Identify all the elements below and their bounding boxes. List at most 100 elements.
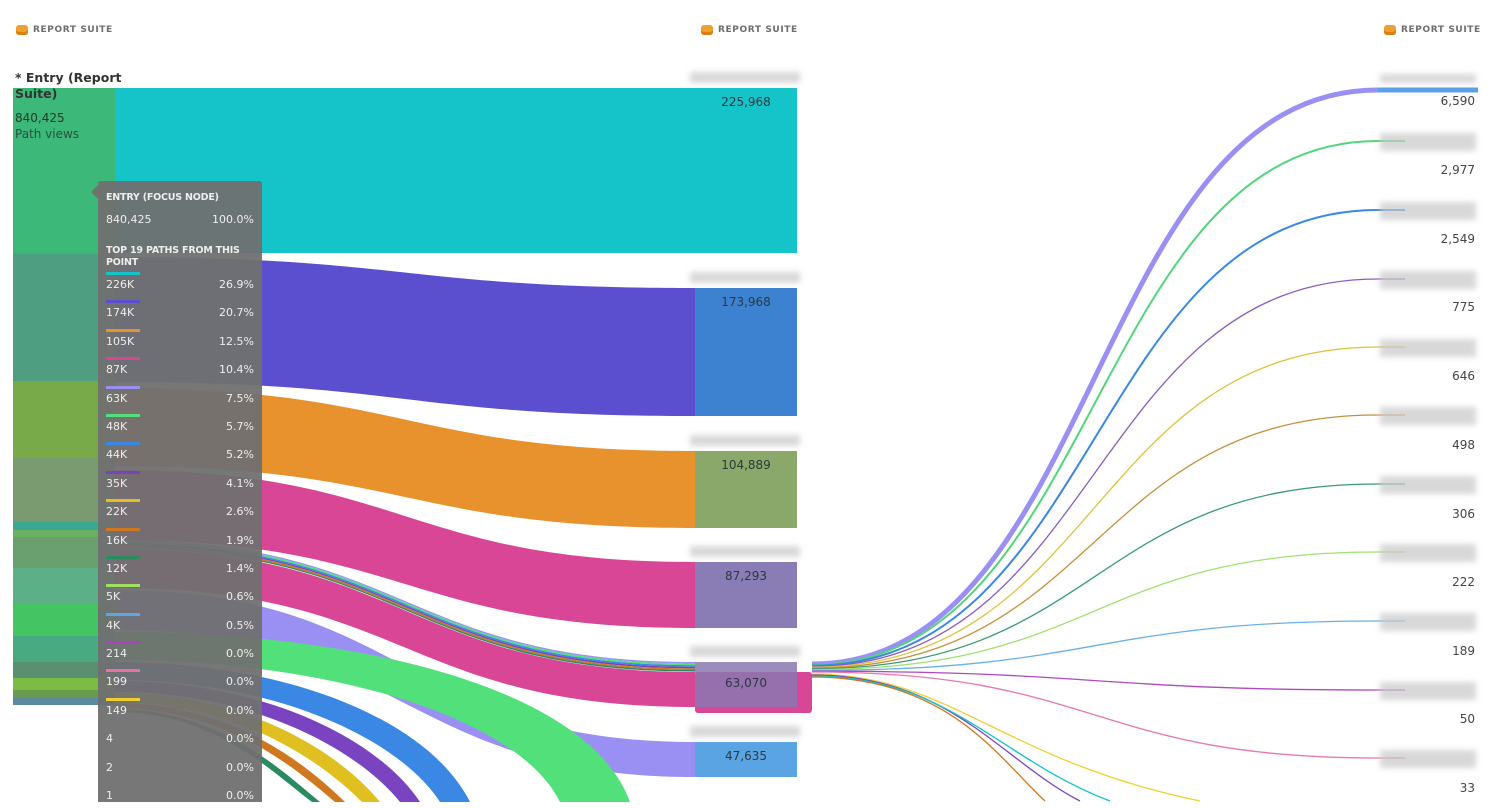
- path-percent: 0.5%: [226, 618, 254, 632]
- flow-band: [115, 681, 420, 802]
- middle-node-value[interactable]: 87,293: [725, 569, 767, 583]
- column-header: REPORT SUITE: [701, 25, 798, 35]
- tooltip-path-item: 214 0.0%: [106, 638, 254, 666]
- flow-band: [115, 541, 695, 666]
- path-value: 174K: [106, 306, 135, 320]
- tooltip-path-item: 4K 0.5%: [106, 610, 254, 638]
- path-value: 4: [106, 732, 113, 746]
- entry-node-segment: [13, 678, 115, 690]
- node-label-redacted: [690, 646, 800, 657]
- middle-node-value[interactable]: 63,070: [725, 676, 767, 690]
- path-color-swatch: [106, 612, 140, 616]
- right-node-value[interactable]: 6,590: [1440, 94, 1475, 108]
- node-label-redacted: [1380, 74, 1476, 83]
- node-label-redacted: [1380, 271, 1476, 289]
- flow-link: [811, 670, 1405, 691]
- path-percent: 10.4%: [219, 363, 254, 377]
- path-color-swatch: [106, 328, 140, 332]
- right-node-value[interactable]: 2,549: [1440, 232, 1475, 246]
- path-value: 199: [106, 675, 127, 689]
- report-suite-icon: [16, 25, 28, 35]
- tooltip-path-item: 16K 1.9%: [106, 525, 254, 553]
- middle-node: [695, 662, 797, 707]
- path-percent: 0.0%: [226, 647, 254, 661]
- path-value: 35K: [106, 476, 128, 490]
- node-label-redacted: [1380, 476, 1476, 494]
- right-node-value[interactable]: 222: [1452, 575, 1475, 589]
- path-percent: 2.6%: [226, 505, 254, 519]
- flow-band: [115, 693, 380, 802]
- right-node-value[interactable]: 306: [1452, 507, 1475, 521]
- path-value: 22K: [106, 505, 128, 519]
- flow-band: [115, 540, 695, 664]
- middle-node: [695, 562, 797, 628]
- path-color-swatch: [106, 641, 140, 645]
- node-label-redacted: [690, 726, 800, 737]
- entry-node-segment: [13, 698, 115, 705]
- right-node-value[interactable]: 50: [1459, 712, 1475, 726]
- path-percent: 1.9%: [226, 533, 254, 547]
- right-node-value[interactable]: 189: [1452, 644, 1475, 658]
- tooltip-path-item: 149 0.0%: [106, 695, 254, 723]
- entry-node-segment: [13, 662, 115, 678]
- path-value: 63K: [106, 391, 128, 405]
- right-node-value[interactable]: 775: [1452, 300, 1475, 314]
- tooltip-path-item: 48K 5.7%: [106, 411, 254, 439]
- path-value: 44K: [106, 448, 128, 462]
- node-label-redacted: [1380, 407, 1476, 425]
- flow-link: [811, 483, 1405, 670]
- path-color-swatch: [106, 555, 140, 559]
- tooltip-path-item: 5K 0.6%: [106, 581, 254, 609]
- path-percent: 5.2%: [226, 448, 254, 462]
- flow-band: [115, 547, 695, 672]
- tooltip-path-item: 174K 20.7%: [106, 297, 254, 325]
- node-label-redacted: [1380, 544, 1476, 562]
- tooltip-path-item: 2 0.0%: [106, 752, 254, 780]
- path-color-swatch: [106, 272, 140, 275]
- column-header: REPORT SUITE: [16, 25, 113, 35]
- flow-link: [811, 673, 1201, 802]
- node-label-redacted: [690, 72, 800, 83]
- middle-node: [695, 288, 797, 416]
- path-percent: 0.0%: [226, 760, 254, 774]
- right-node-value[interactable]: 646: [1452, 369, 1475, 383]
- tooltip-path-item: 63K 7.5%: [106, 383, 254, 411]
- flow-link: [811, 87, 1478, 667]
- path-color-swatch: [106, 357, 140, 361]
- right-node-value[interactable]: 33: [1459, 781, 1475, 795]
- middle-node: [695, 742, 797, 777]
- path-percent: 1.4%: [226, 561, 254, 575]
- tooltip-path-item: 87K 10.4%: [106, 354, 254, 382]
- path-percent: 4.1%: [226, 476, 254, 490]
- middle-node-value[interactable]: 173,968: [721, 295, 771, 309]
- flow-link: [811, 209, 1405, 667]
- path-value: 226K: [106, 278, 135, 291]
- node-label-redacted: [690, 546, 800, 557]
- tooltip-path-item: 35K 4.1%: [106, 468, 254, 496]
- report-suite-icon: [1384, 25, 1396, 35]
- flow-band: [115, 544, 695, 669]
- path-percent: 5.7%: [226, 419, 254, 433]
- path-color-swatch: [106, 527, 140, 531]
- flow-link: [811, 674, 1081, 802]
- entry-node-label[interactable]: * Entry (Report Suite) 840,425 Path view…: [15, 70, 122, 141]
- path-value: 87K: [106, 363, 128, 377]
- right-node-value[interactable]: 498: [1452, 438, 1475, 452]
- flow-band: [115, 545, 695, 670]
- right-node-value[interactable]: 2,977: [1440, 163, 1475, 177]
- entry-node-segment: [13, 530, 115, 537]
- tooltip-path-item: 12K 1.4%: [106, 553, 254, 581]
- flow-link: [811, 140, 1405, 666]
- middle-node-value[interactable]: 225,968: [721, 95, 771, 109]
- node-label-redacted: [690, 435, 800, 446]
- middle-node-value[interactable]: 47,635: [725, 749, 767, 763]
- middle-node-value[interactable]: 104,889: [721, 458, 771, 472]
- flow-link: [811, 676, 1046, 802]
- path-value: 1: [106, 789, 113, 803]
- flow-link: [811, 278, 1405, 668]
- path-value: 149: [106, 703, 127, 717]
- tooltip: ENTRY (FOCUS NODE) 840,425 100.0% TOP 19 …: [91, 181, 262, 803]
- path-percent: 0.6%: [226, 590, 254, 604]
- path-color-swatch: [106, 584, 140, 588]
- tooltip-path-item: 199 0.0%: [106, 666, 254, 694]
